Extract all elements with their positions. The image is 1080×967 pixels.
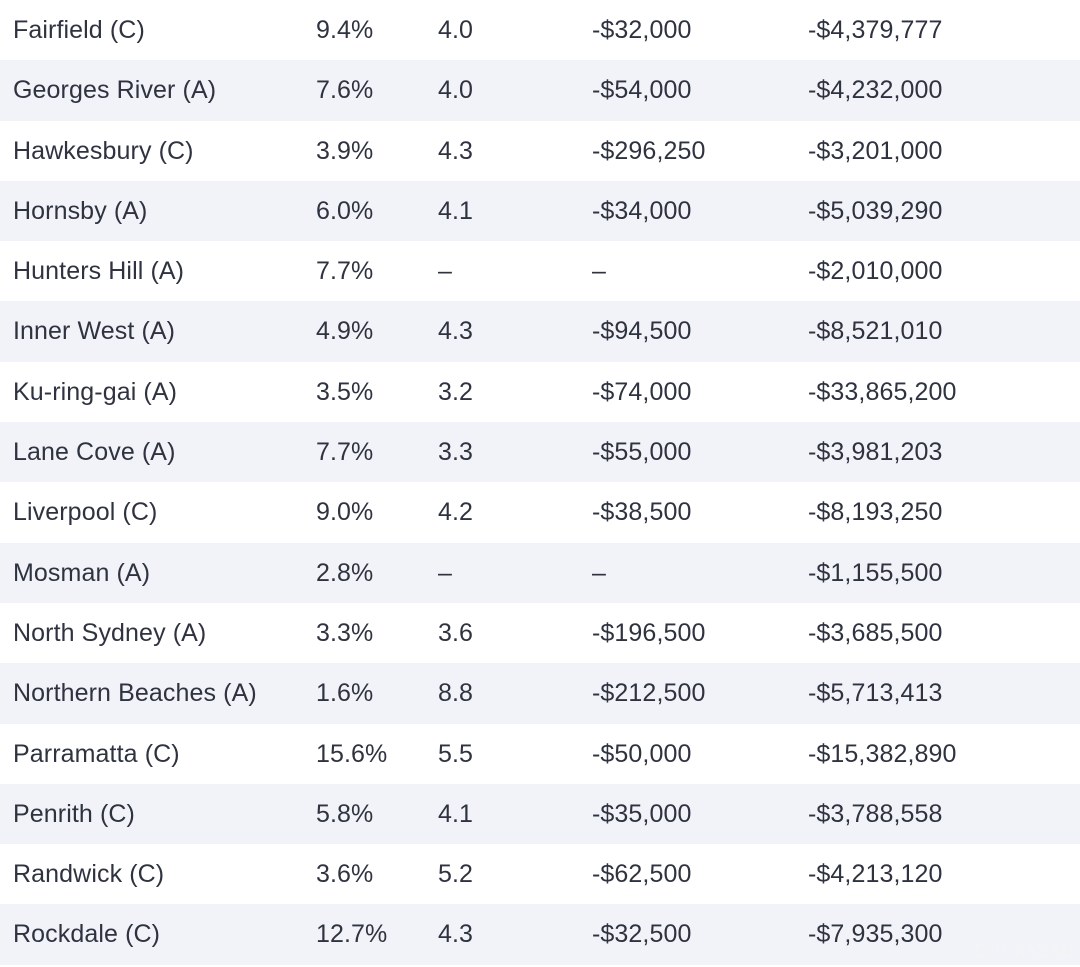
ratio-cell: 3.6 (438, 618, 474, 647)
total-amount-cell: -$3,981,203 (808, 438, 943, 467)
amount-cell: -$62,500 (592, 860, 692, 889)
amount-cell: -$94,500 (592, 317, 692, 346)
council-name-cell: Ku-ring-gai (A) (13, 377, 178, 406)
ratio-cell: 5.2 (438, 860, 474, 889)
amount-cell: -$74,000 (592, 377, 692, 406)
council-name-cell: Fairfield (C) (13, 16, 145, 44)
percentage-cell: 2.8% (316, 558, 374, 587)
percentage-cell: 6.0% (316, 196, 374, 225)
amount-cell: – (592, 558, 607, 587)
total-amount-cell: -$4,232,000 (808, 76, 943, 105)
percentage-cell: 9.4% (316, 16, 374, 44)
ratio-cell: 4.3 (438, 317, 474, 346)
amount-cell: -$32,000 (592, 16, 692, 44)
council-name-cell: Hawkesbury (C) (13, 136, 194, 165)
amount-cell: -$55,000 (592, 438, 692, 467)
amount-cell: – (592, 257, 607, 286)
amount-cell: -$54,000 (592, 76, 692, 105)
council-name-cell: Mosman (A) (13, 558, 151, 587)
ratio-cell: 4.0 (438, 76, 474, 105)
total-amount-cell: -$7,935,300 (808, 920, 943, 949)
amount-cell: -$38,500 (592, 498, 692, 527)
table-row: Inner West (A) 4.9% 4.3 -$94,500 -$8,521… (0, 301, 1080, 362)
total-amount-cell: -$5,713,413 (808, 679, 943, 708)
total-amount-cell: -$3,685,500 (808, 618, 943, 647)
table-row: Hawkesbury (C) 3.9% 4.3 -$296,250 -$3,20… (0, 121, 1080, 181)
table-row: Mosman (A) 2.8% – – -$1,155,500 (0, 542, 1080, 603)
percentage-cell: 3.6% (316, 860, 374, 889)
ratio-cell: – (438, 558, 453, 587)
total-amount-cell: -$5,039,290 (808, 196, 943, 225)
percentage-cell: 3.5% (316, 377, 374, 406)
total-amount-cell: -$8,521,010 (808, 317, 943, 346)
amount-cell: -$50,000 (592, 739, 692, 768)
percentage-cell: 7.7% (316, 257, 374, 286)
ratio-cell: 4.3 (438, 136, 474, 165)
ratio-cell: 4.0 (438, 16, 474, 44)
amount-cell: -$34,000 (592, 196, 692, 225)
ratio-cell: 4.1 (438, 799, 474, 828)
table-row: North Sydney (A) 3.3% 3.6 -$196,500 -$3,… (0, 603, 1080, 663)
percentage-cell: 1.6% (316, 679, 374, 708)
amount-cell: -$196,500 (592, 618, 706, 647)
total-amount-cell: -$8,193,250 (808, 498, 943, 527)
table-row: Northern Beaches (A) 1.6% 8.8 -$212,500 … (0, 663, 1080, 724)
amount-cell: -$35,000 (592, 799, 692, 828)
table-row: Parramatta (C) 15.6% 5.5 -$50,000 -$15,3… (0, 724, 1080, 784)
ratio-cell: 3.2 (438, 377, 474, 406)
ratio-cell: 4.1 (438, 196, 474, 225)
table-row: Hornsby (A) 6.0% 4.1 -$34,000 -$5,039,29… (0, 180, 1080, 242)
ratio-cell: 5.5 (438, 739, 474, 768)
council-name-cell: Hunters Hill (A) (13, 257, 185, 286)
council-name-cell: North Sydney (A) (13, 618, 207, 647)
amount-cell: -$32,500 (592, 920, 692, 949)
total-amount-cell: -$1,155,500 (808, 558, 943, 587)
total-amount-cell: -$4,213,120 (808, 860, 943, 889)
table-row: Randwick (C) 3.6% 5.2 -$62,500 -$4,213,1… (0, 844, 1080, 904)
ratio-cell: 4.3 (438, 920, 474, 949)
table-row: Hunters Hill (A) 7.7% – – -$2,010,000 (0, 241, 1080, 301)
table-row: Georges River (A) 7.6% 4.0 -$54,000 -$4,… (0, 60, 1080, 121)
amount-cell: -$212,500 (592, 679, 706, 708)
percentage-cell: 3.9% (316, 136, 374, 165)
total-amount-cell: -$3,788,558 (808, 799, 943, 828)
table-row: Rockdale (C) 12.7% 4.3 -$32,500 -$7,935,… (0, 904, 1080, 965)
percentage-cell: 5.8% (316, 799, 374, 828)
percentage-cell: 9.0% (316, 498, 374, 527)
percentage-cell: 7.7% (316, 438, 374, 467)
table-row: Fairfield (C) 9.4% 4.0 -$32,000 -$4,379,… (0, 0, 1080, 60)
council-name-cell: Liverpool (C) (13, 498, 158, 527)
percentage-cell: 12.7% (316, 920, 388, 949)
council-name-cell: Randwick (C) (13, 860, 165, 889)
total-amount-cell: -$4,379,777 (808, 16, 943, 44)
percentage-cell: 15.6% (316, 739, 388, 768)
ratio-cell: 3.3 (438, 438, 474, 467)
percentage-cell: 4.9% (316, 317, 374, 346)
total-amount-cell: -$2,010,000 (808, 257, 943, 286)
total-amount-cell: -$33,865,200 (808, 377, 957, 406)
watermark: Chi na2au (973, 940, 1074, 962)
total-amount-cell: -$3,201,000 (808, 136, 943, 165)
percentage-cell: 7.6% (316, 76, 374, 105)
table-row: Ku-ring-gai (A) 3.5% 3.2 -$74,000 -$33,8… (0, 362, 1080, 422)
ratio-cell: 4.2 (438, 498, 474, 527)
table-row: Liverpool (C) 9.0% 4.2 -$38,500 -$8,193,… (0, 482, 1080, 542)
table-row: Penrith (C) 5.8% 4.1 -$35,000 -$3,788,55… (0, 783, 1080, 845)
council-name-cell: Rockdale (C) (13, 920, 161, 949)
council-name-cell: Penrith (C) (13, 799, 135, 828)
ratio-cell: – (438, 257, 453, 286)
council-name-cell: Georges River (A) (13, 76, 217, 105)
council-name-cell: Parramatta (C) (13, 739, 180, 768)
ratio-cell: 8.8 (438, 679, 474, 708)
council-name-cell: Lane Cove (A) (13, 438, 176, 467)
council-name-cell: Hornsby (A) (13, 196, 148, 225)
amount-cell: -$296,250 (592, 136, 706, 165)
table-row: Lane Cove (A) 7.7% 3.3 -$55,000 -$3,981,… (0, 422, 1080, 483)
percentage-cell: 3.3% (316, 618, 374, 647)
total-amount-cell: -$15,382,890 (808, 739, 957, 768)
council-name-cell: Inner West (A) (13, 317, 176, 346)
council-name-cell: Northern Beaches (A) (13, 679, 257, 708)
